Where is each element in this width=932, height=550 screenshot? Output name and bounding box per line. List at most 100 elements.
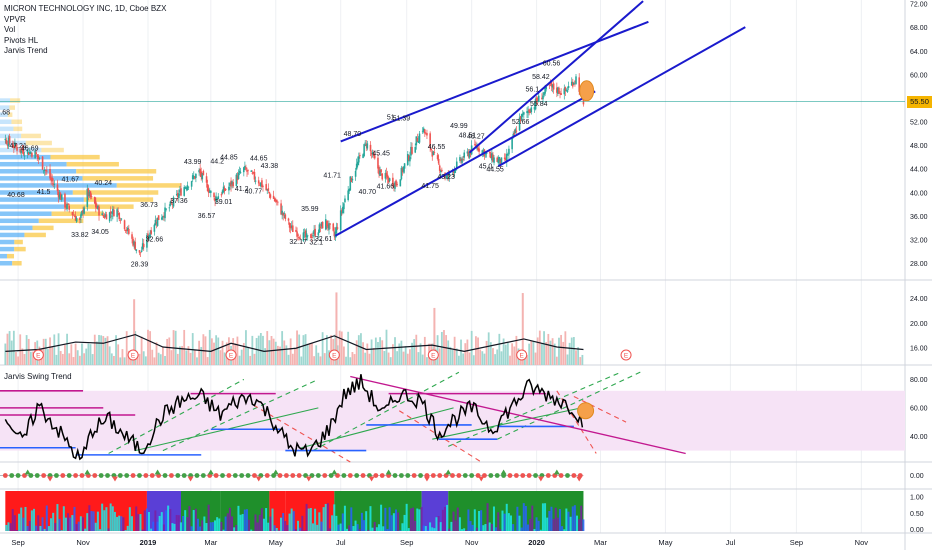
indicator-pivots[interactable]: Pivots HL xyxy=(4,35,39,45)
pivot-label: 40.24 xyxy=(95,180,113,187)
heatmap-overlay-bar xyxy=(522,503,525,531)
swing-pane-title[interactable]: Jarvis Swing Trend xyxy=(4,372,72,381)
candle-down xyxy=(103,216,106,218)
candle-up xyxy=(231,181,233,185)
volume-bar xyxy=(57,333,60,365)
signal-dot xyxy=(450,473,455,478)
heatmap-overlay-bar xyxy=(294,529,297,531)
candle-down xyxy=(311,236,313,238)
volume-profile-bar-down xyxy=(41,147,64,153)
heatmap-overlay-bar xyxy=(318,512,321,531)
heatmap-overlay-bar xyxy=(103,510,106,531)
trendline[interactable] xyxy=(334,90,596,237)
heatmap-overlay-bar xyxy=(73,506,76,531)
earnings-marker[interactable] xyxy=(516,349,528,361)
candle-down xyxy=(340,210,343,212)
volume-profile-bar-up xyxy=(0,133,22,139)
volume-bar xyxy=(426,357,428,365)
candle-up xyxy=(175,194,178,196)
volume-profile-bar-down xyxy=(12,260,22,266)
candle-down xyxy=(138,250,141,253)
candle-down xyxy=(504,158,507,161)
earnings-marker[interactable] xyxy=(620,349,632,361)
volume-bar xyxy=(100,335,103,365)
candle-down xyxy=(475,144,477,147)
candle-down xyxy=(295,229,297,232)
candle-up xyxy=(545,86,547,90)
swing-highlight-circle[interactable] xyxy=(577,402,595,420)
heatmap-overlay-bar xyxy=(262,518,265,531)
candle-down xyxy=(424,129,426,134)
indicator-jarvis-trend[interactable]: Jarvis Trend xyxy=(4,46,48,55)
trendline[interactable] xyxy=(340,20,649,143)
volume-bar xyxy=(12,330,15,365)
candle-up xyxy=(185,188,188,189)
signal-down-triangle xyxy=(255,476,262,482)
volume-profile-bar-down xyxy=(76,169,157,174)
volume-bar xyxy=(117,344,120,365)
heatmap-overlay-bar xyxy=(222,529,225,531)
swing-axis-tick: 40.00 xyxy=(910,434,928,441)
heatmap-overlay-bar xyxy=(165,510,168,531)
heatmap-overlay-bar xyxy=(420,507,423,531)
swing-oscillator-line[interactable] xyxy=(4,374,584,461)
candle-down xyxy=(365,144,368,147)
volume-bar xyxy=(136,356,139,365)
candle-up xyxy=(305,233,308,238)
volume-bar xyxy=(532,341,535,365)
candlestick-series[interactable] xyxy=(4,73,585,258)
earnings-marker[interactable] xyxy=(328,349,340,361)
indicator-vol[interactable]: Vol xyxy=(4,25,16,34)
heatmap-overlay-bar xyxy=(248,519,251,531)
candle-up xyxy=(187,186,190,188)
candle-up xyxy=(266,189,269,191)
earnings-marker[interactable] xyxy=(225,349,237,361)
volume-bar xyxy=(70,344,73,365)
candle-up xyxy=(7,137,10,147)
candle-up xyxy=(302,232,305,241)
earnings-marker[interactable] xyxy=(427,349,439,361)
heatmap-overlay-bar xyxy=(239,514,242,531)
heatmap-overlay-bar xyxy=(478,510,481,531)
volume-bar xyxy=(406,353,409,365)
heatmap-overlay-bar xyxy=(201,520,204,531)
heatmap-overlay-bar xyxy=(292,511,295,531)
trendline[interactable] xyxy=(497,26,746,168)
volume-bar xyxy=(8,331,11,365)
candle-down xyxy=(496,157,499,162)
heatmap-overlay-bar xyxy=(228,507,231,531)
candle-down xyxy=(252,171,255,173)
candle-up xyxy=(83,207,85,214)
volume-bar xyxy=(306,343,309,365)
pivot-label: 32.17 xyxy=(289,239,307,246)
candle-down xyxy=(177,193,179,198)
symbol-title[interactable]: MICRON TECHNOLOGY INC, 1D, Cboe BZX xyxy=(4,4,167,13)
candle-up xyxy=(409,156,411,162)
earnings-marker[interactable] xyxy=(32,349,44,361)
volume-bar xyxy=(294,347,296,365)
candle-down xyxy=(245,167,247,170)
signal-dot xyxy=(398,473,404,478)
volume-bar xyxy=(285,345,288,365)
heatmap-overlay-bar xyxy=(58,518,61,531)
candle-down xyxy=(332,223,335,231)
earnings-marker[interactable] xyxy=(127,349,139,361)
signal-down-triangle xyxy=(368,476,375,482)
candle-up xyxy=(567,86,570,88)
heatmap-overlay-bar xyxy=(288,513,291,531)
pivot-label: 52.66 xyxy=(512,119,530,126)
price-highlight-circle[interactable] xyxy=(579,80,595,102)
candle-down xyxy=(124,229,127,231)
x-axis-tick: Sep xyxy=(790,538,803,547)
heatmap-overlay-bar xyxy=(231,516,234,531)
candle-down xyxy=(64,193,66,208)
indicator-vpvr[interactable]: VPVR xyxy=(4,14,26,24)
signal-dot xyxy=(2,473,8,478)
trendline[interactable] xyxy=(468,0,644,154)
heatmap-overlay-bar xyxy=(205,523,208,531)
candle-down xyxy=(51,177,53,182)
volume-bar xyxy=(179,346,181,365)
candle-up xyxy=(485,152,488,154)
pivot-label: 56.1 xyxy=(526,86,540,93)
